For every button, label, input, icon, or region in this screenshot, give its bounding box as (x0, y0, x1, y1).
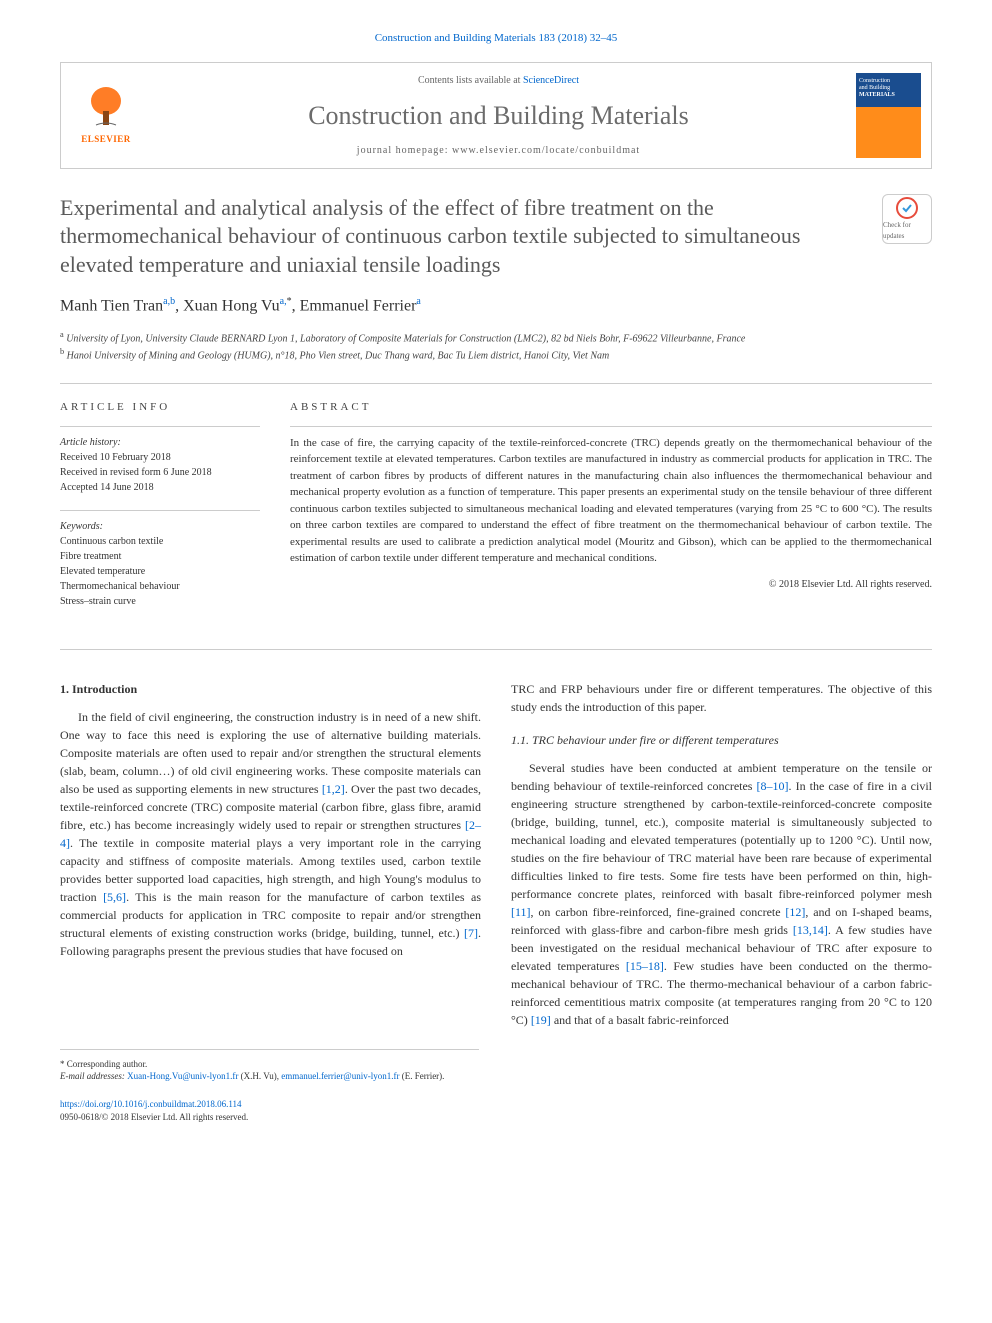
cite-5-6[interactable]: [5,6] (103, 890, 126, 904)
article-info-heading: ARTICLE INFO (60, 399, 260, 416)
date-received: Received 10 February 2018 (60, 450, 260, 465)
author-2: Xuan Hong Vu (183, 298, 280, 315)
header-center: Contents lists available at ScienceDirec… (151, 63, 846, 168)
elsevier-label: ELSEVIER (81, 133, 131, 147)
author-3-sup: a (416, 296, 420, 307)
section-divider (60, 383, 932, 384)
s11g: and that of a basalt fabric-reinforced (551, 1013, 729, 1027)
journal-cover-thumbnail: Construction and Building MATERIALS (856, 73, 921, 158)
corresponding-star: * (287, 296, 292, 307)
author-1: Manh Tien Tran (60, 298, 163, 315)
cite-13-14[interactable]: [13,14] (793, 923, 828, 937)
authors: Manh Tien Trana,b, Xuan Hong Vua,*, Emma… (60, 294, 932, 318)
elsevier-tree-icon (81, 83, 131, 133)
journal-reference: Construction and Building Materials 183 … (60, 30, 932, 47)
elsevier-logo: ELSEVIER (71, 75, 141, 155)
history-label: Article history: (60, 435, 260, 450)
article-info-column: ARTICLE INFO Article history: Received 1… (60, 399, 260, 624)
journal-homepage: journal homepage: www.elsevier.com/locat… (151, 143, 846, 158)
email-1-name: (X.H. Vu), (238, 1071, 281, 1081)
body-column-right: TRC and FRP behaviours under fire or dif… (511, 680, 932, 1029)
sciencedirect-link[interactable]: ScienceDirect (523, 75, 579, 86)
intro-paragraph-cont: TRC and FRP behaviours under fire or dif… (511, 680, 932, 716)
contents-text: Contents lists available at (418, 75, 523, 86)
journal-name: Construction and Building Materials (151, 96, 846, 135)
keyword-5: Stress–strain curve (60, 594, 260, 609)
affiliation-a: University of Lyon, University Claude BE… (66, 333, 745, 344)
crossmark-badge[interactable]: Check for updates (882, 194, 932, 244)
homepage-url: www.elsevier.com/locate/conbuildmat (452, 145, 640, 156)
s11c: , on carbon fibre-reinforced, fine-grain… (531, 905, 786, 919)
email-2-link[interactable]: emmanuel.ferrier@univ-lyon1.fr (281, 1071, 399, 1081)
affiliations: a University of Lyon, University Claude … (60, 329, 932, 364)
author-1-sup: a,b (163, 296, 175, 307)
crossmark-icon (895, 196, 919, 220)
abstract-heading: ABSTRACT (290, 399, 932, 416)
body-divider (60, 649, 932, 650)
affiliation-b: Hanoi University of Mining and Geology (… (67, 350, 610, 361)
cite-12[interactable]: [12] (785, 905, 805, 919)
author-3: Emmanuel Ferrier (300, 298, 417, 315)
keyword-1: Continuous carbon textile (60, 534, 260, 549)
abstract-column: ABSTRACT In the case of fire, the carryi… (290, 399, 932, 624)
body-columns: 1. Introduction In the field of civil en… (60, 680, 932, 1029)
cite-8-10[interactable]: [8–10] (757, 779, 789, 793)
abstract-copyright: © 2018 Elsevier Ltd. All rights reserved… (290, 577, 932, 592)
cover-line-3: MATERIALS (859, 92, 918, 99)
contents-available: Contents lists available at ScienceDirec… (151, 73, 846, 88)
keyword-2: Fibre treatment (60, 549, 260, 564)
cite-11[interactable]: [11] (511, 905, 531, 919)
date-accepted: Accepted 14 June 2018 (60, 480, 260, 495)
email-label: E-mail addresses: (60, 1071, 127, 1081)
email-addresses: E-mail addresses: Xuan-Hong.Vu@univ-lyon… (60, 1070, 479, 1083)
article-title: Experimental and analytical analysis of … (60, 194, 867, 280)
author-2-sup: a, (280, 296, 287, 307)
cite-15-18[interactable]: [15–18] (626, 959, 664, 973)
keyword-3: Elevated temperature (60, 564, 260, 579)
email-1-link[interactable]: Xuan-Hong.Vu@univ-lyon1.fr (127, 1071, 238, 1081)
email-2-name: (E. Ferrier). (399, 1071, 444, 1081)
cover-line-2: and Building (859, 85, 918, 92)
section-1-heading: 1. Introduction (60, 680, 481, 698)
date-revised: Received in revised form 6 June 2018 (60, 465, 260, 480)
abstract-text: In the case of fire, the carrying capaci… (290, 426, 932, 567)
cite-19[interactable]: [19] (531, 1013, 551, 1027)
homepage-label: journal homepage: (357, 145, 452, 156)
section-1-1-heading: 1.1. TRC behaviour under fire or differe… (511, 731, 932, 749)
issn-copyright: 0950-0618/© 2018 Elsevier Ltd. All right… (60, 1112, 248, 1122)
corresponding-author-note: * Corresponding author. (60, 1058, 479, 1071)
footer-links: https://doi.org/10.1016/j.conbuildmat.20… (60, 1098, 932, 1125)
intro-paragraph-part1: In the field of civil engineering, the c… (60, 708, 481, 960)
footnotes: * Corresponding author. E-mail addresses… (60, 1049, 479, 1083)
article-history: Article history: Received 10 February 20… (60, 426, 260, 495)
cite-7[interactable]: [7] (464, 926, 478, 940)
doi-link[interactable]: https://doi.org/10.1016/j.conbuildmat.20… (60, 1099, 242, 1109)
keywords-block: Keywords: Continuous carbon textile Fibr… (60, 510, 260, 609)
cover-line-1: Construction (859, 78, 918, 85)
section-1-1-paragraph: Several studies have been conducted at a… (511, 759, 932, 1029)
keyword-4: Thermomechanical behaviour (60, 579, 260, 594)
cite-1-2[interactable]: [1,2] (322, 782, 345, 796)
keywords-label: Keywords: (60, 519, 260, 534)
crossmark-label: Check for updates (883, 220, 931, 241)
journal-header: ELSEVIER Contents lists available at Sci… (60, 62, 932, 169)
body-column-left: 1. Introduction In the field of civil en… (60, 680, 481, 1029)
s11b: . In the case of fire in a civil enginee… (511, 779, 932, 901)
